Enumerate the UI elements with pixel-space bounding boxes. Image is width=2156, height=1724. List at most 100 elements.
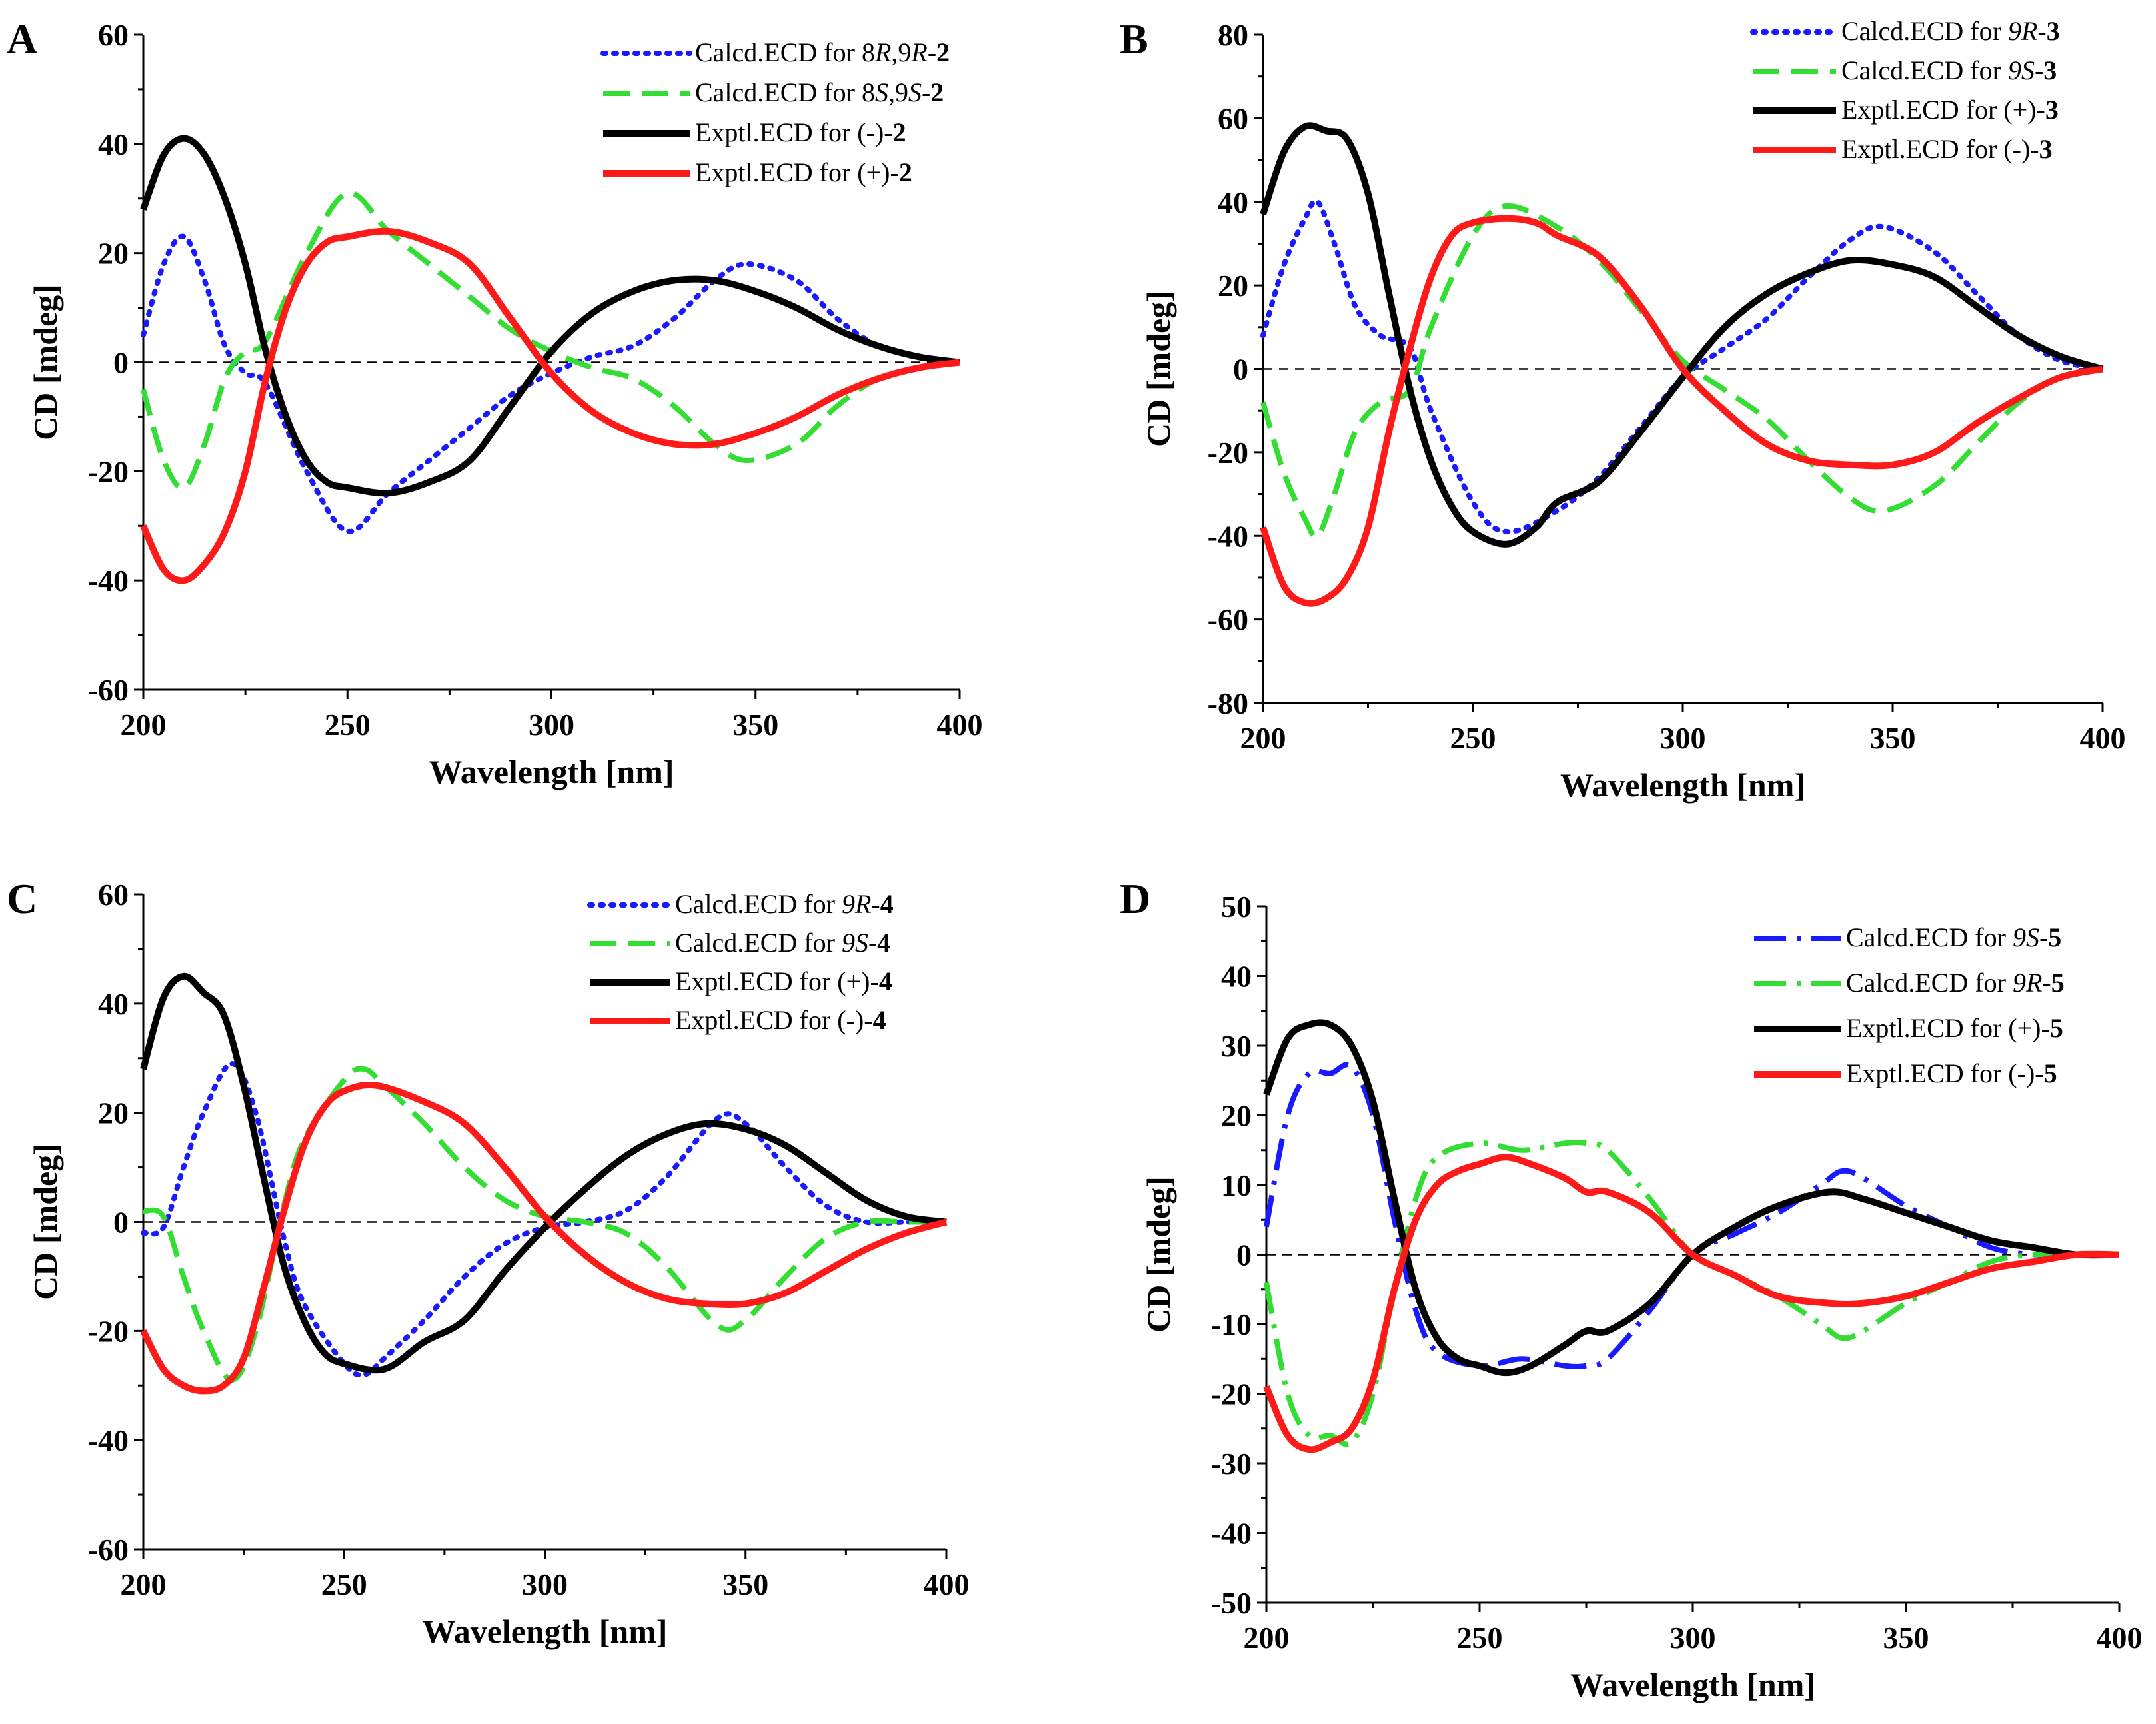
y-tick-label: 60: [98, 18, 129, 52]
legend-entry-2: Calcd.ECD for 9R-5: [1846, 968, 2065, 998]
legend-text-segment: Exptl.ECD for (-)-: [695, 117, 893, 147]
y-tick-label: -20: [1208, 436, 1248, 470]
legend-text-segment: 2: [893, 117, 906, 147]
y-tick-label: -10: [1211, 1307, 1252, 1341]
legend-text-segment: 9S: [2013, 922, 2039, 952]
legend-text-segment: R: [910, 37, 927, 67]
legend-text-segment: 2: [936, 37, 950, 67]
y-tick-label: -80: [1208, 686, 1248, 720]
y-tick-label: 40: [98, 127, 129, 161]
chart-panel-b: B -80 -60 -40 -20 0 20 40 60 80 200 250 300 350 400 Wav…: [1113, 0, 2153, 856]
legend-text-segment: -: [2042, 968, 2051, 998]
chart-c-svg: C -60 -40 -20 0 20 40 60 200 250 300 350 400 Waveleng…: [7, 875, 970, 1650]
y-axis-title: CD [mdeg]: [1140, 291, 1177, 447]
x-tick-label: 300: [522, 1567, 568, 1601]
legend-text-segment: 9R: [842, 889, 871, 919]
y-tick-label: -50: [1211, 1586, 1252, 1620]
y-tick-label: 20: [98, 1096, 129, 1130]
legend-text-segment: Calcd.ECD for: [675, 889, 842, 919]
x-axis-title: Wavelength [nm]: [422, 1613, 667, 1650]
legend-text-segment: 9R: [2008, 16, 2037, 46]
x-tick-label: 300: [529, 708, 574, 742]
y-tick-label: -40: [88, 564, 129, 598]
legend-text-segment: S: [908, 77, 922, 107]
legend-text-segment: Exptl.ECD for (+)-: [695, 157, 899, 187]
panel-label-a: A: [7, 15, 37, 63]
legend-text-segment: Calcd.ECD for: [675, 928, 842, 958]
legend-entry-4: Exptl.ECD for (-)-5: [1846, 1058, 2057, 1088]
legend-text-segment: ,9: [888, 77, 908, 107]
y-tick-label: -60: [1208, 603, 1248, 637]
legend-text-segment: 3: [2043, 55, 2057, 85]
x-tick-label: 350: [722, 1567, 768, 1601]
legend-text-segment: 5: [2048, 922, 2061, 952]
legend-text-segment: 9S: [2008, 55, 2035, 85]
y-tick-label: 10: [1221, 1168, 1252, 1202]
legend-entry-3: Exptl.ECD for (+)-3: [1841, 95, 2059, 125]
legend-text-segment: Exptl.ECD for (-)-: [675, 1005, 873, 1035]
x-tick-label: 400: [2080, 721, 2126, 755]
x-axis-title: Wavelength [nm]: [1570, 1666, 1815, 1703]
legend-text-segment: 4: [879, 966, 892, 996]
legend-entry-4: Exptl.ECD for (+)-2: [695, 157, 912, 187]
y-tick-label: -40: [1208, 519, 1248, 553]
y-axis-title: CD [mdeg]: [1140, 1176, 1177, 1333]
x-tick-label: 350: [732, 708, 778, 742]
legend-entry-4: Exptl.ECD for (-)-4: [675, 1005, 886, 1035]
series-line-2: [141, 190, 960, 491]
x-axis-title: Wavelength [nm]: [1560, 766, 1805, 804]
x-tick-label: 400: [2097, 1621, 2143, 1655]
legend-entry-2: Calcd.ECD for 9S-4: [675, 928, 890, 958]
legend-text-segment: 3: [2039, 134, 2053, 164]
y-tick-label: 20: [1218, 269, 1248, 303]
x-tick-label: 250: [325, 708, 371, 742]
legend-text-segment: 5: [2051, 968, 2065, 998]
legend-text-segment: 3: [2047, 16, 2060, 46]
y-tick-label: 40: [1218, 185, 1248, 219]
legend-text-segment: -: [2039, 922, 2048, 952]
legend-entry-1: Calcd.ECD for 9S-5: [1846, 922, 2061, 952]
y-tick-label: 0: [113, 346, 129, 380]
legend-entry-1: Calcd.ECD for 9R-3: [1841, 16, 2060, 46]
legend-entry-2: Calcd.ECD for 9S-3: [1841, 55, 2057, 85]
x-tick-label: 200: [1240, 721, 1286, 755]
x-tick-label: 250: [321, 1567, 367, 1601]
legend-text-segment: 9S: [842, 928, 868, 958]
legend-text-segment: 5: [2050, 1013, 2063, 1043]
y-tick-label: -30: [1211, 1447, 1252, 1481]
series-line-1: [1264, 1062, 2119, 1369]
y-tick-label: 0: [1233, 353, 1248, 387]
series-line-4: [140, 1082, 948, 1395]
y-axis-title: CD [mdeg]: [27, 1144, 64, 1300]
legend-text-segment: -: [2035, 55, 2043, 85]
y-tick-label: -20: [1211, 1377, 1252, 1411]
legend-text-segment: 4: [880, 889, 894, 919]
legend-entry-3: Exptl.ECD for (+)-4: [675, 966, 892, 996]
chart-panel-a: A -60 -40 -20 0 20 40 60 200 250 300 350 400 Waveleng…: [0, 0, 1040, 856]
y-tick-label: 30: [1221, 1029, 1252, 1063]
x-tick-label: 200: [121, 708, 167, 742]
legend-entry-1: Calcd.ECD for 9R-4: [675, 889, 894, 919]
y-tick-label: 40: [98, 987, 129, 1021]
legend-text-segment: 4: [873, 1005, 886, 1035]
series-line-4: [1263, 1154, 2120, 1453]
x-tick-label: 350: [1870, 721, 1916, 755]
y-tick-label: 0: [1236, 1238, 1252, 1272]
series-line-2: [1260, 203, 2103, 540]
legend-text-segment: 5: [2044, 1058, 2057, 1088]
y-tick-label: 80: [1218, 18, 1248, 52]
legend-text-segment: Calcd.ECD for: [1841, 16, 2008, 46]
legend-text-segment: -: [2037, 16, 2046, 46]
legend-text-segment: Calcd.ECD for: [1846, 968, 2013, 998]
y-tick-label: -60: [88, 673, 129, 707]
legend-text-segment: R: [874, 37, 891, 67]
legend-text-segment: Calcd.ECD for: [1841, 55, 2008, 85]
legend-text-segment: Exptl.ECD for (-)-: [1846, 1058, 2044, 1088]
series-line-1: [141, 1060, 949, 1378]
y-tick-label: 20: [98, 237, 129, 271]
panel-label-d: D: [1120, 875, 1150, 922]
series-line-3: [1263, 1019, 2120, 1377]
x-tick-label: 250: [1450, 721, 1496, 755]
legend-entry-3: Exptl.ECD for (+)-5: [1846, 1013, 2063, 1043]
y-tick-label: -40: [88, 1423, 129, 1457]
